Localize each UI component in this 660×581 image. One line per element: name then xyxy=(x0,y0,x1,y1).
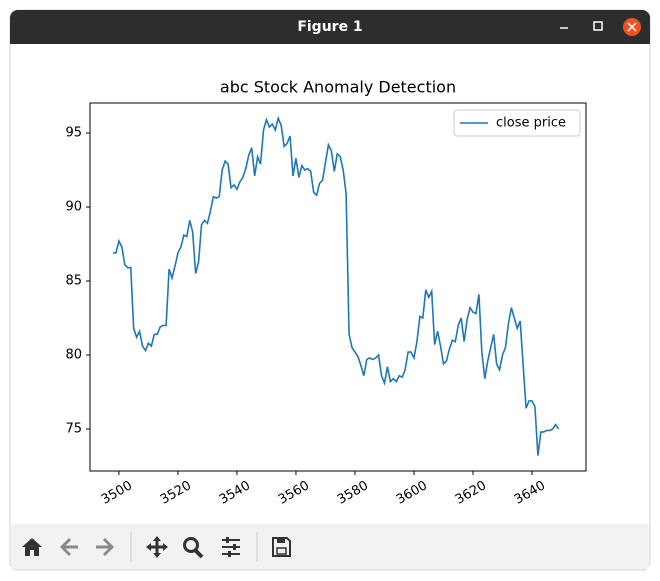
pan-button[interactable] xyxy=(146,536,168,558)
zoom-button[interactable] xyxy=(183,537,204,559)
home-button[interactable] xyxy=(22,538,42,556)
close-button[interactable] xyxy=(623,18,641,36)
y-tick-label: 90 xyxy=(65,200,82,215)
title-bar xyxy=(10,10,650,44)
maximize-button[interactable] xyxy=(593,21,603,31)
chart-title: abc Stock Anomaly Detection xyxy=(220,78,456,97)
save-button[interactable] xyxy=(272,537,291,557)
toolbar xyxy=(11,524,649,569)
forward-button[interactable] xyxy=(96,538,114,556)
y-tick-label: 85 xyxy=(65,274,82,289)
y-tick-label: 80 xyxy=(65,347,82,362)
window-title: Figure 1 xyxy=(297,19,362,35)
back-button[interactable] xyxy=(60,538,78,556)
legend-box xyxy=(453,109,581,137)
y-tick-label: 75 xyxy=(65,421,82,436)
legend-label: close price xyxy=(496,116,566,131)
axes-frame xyxy=(89,102,587,472)
configure-button[interactable] xyxy=(222,537,240,557)
y-tick-label: 95 xyxy=(65,126,82,141)
price-line xyxy=(113,115,560,456)
